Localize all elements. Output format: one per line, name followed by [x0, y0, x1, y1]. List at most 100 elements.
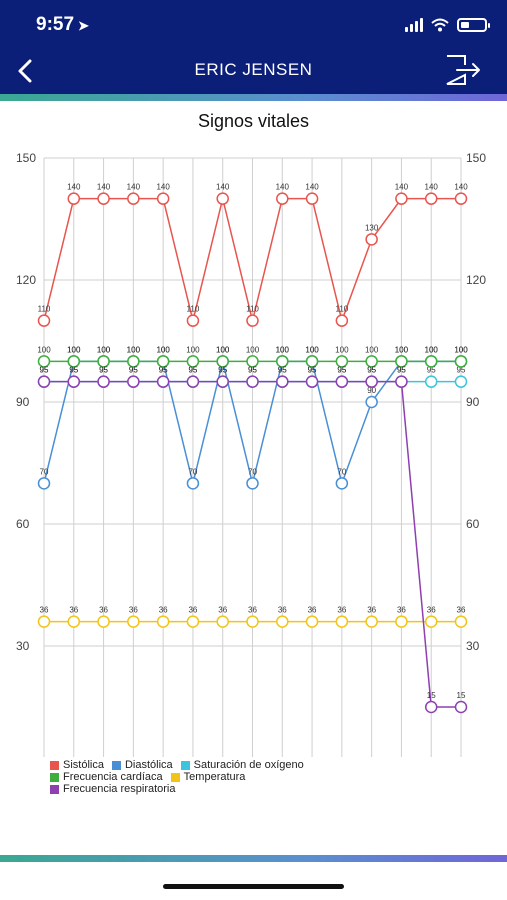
data-point: [454, 355, 468, 368]
data-label: 100: [425, 345, 439, 354]
data-label: 100: [156, 345, 170, 354]
data-label: 110: [38, 305, 51, 314]
vital-signs-chart: 30 30 60 60 90 90 120 120 150 150 110 140 140 140 140 1…: [16, 151, 486, 757]
data-point: [424, 700, 438, 714]
data-label: 100: [156, 345, 170, 354]
y-tick-label-right: 150: [466, 151, 486, 165]
data-point: [37, 355, 51, 368]
chart-legend: Sistólica Diastólica Saturación de oxígeno…: [50, 759, 304, 795]
data-label: 110: [187, 305, 200, 314]
data-label: 100: [186, 345, 200, 354]
data-point: [365, 615, 378, 628]
data-point: [365, 233, 378, 246]
data-point: [424, 375, 438, 388]
data-label: 36: [40, 606, 49, 615]
data-point: [305, 375, 319, 388]
data-point: [305, 192, 319, 205]
y-tick-label-right: 120: [466, 273, 486, 287]
data-point: [37, 615, 51, 628]
patient-name-title: ERIC JENSEN: [194, 60, 313, 79]
data-label: 95: [397, 366, 406, 375]
data-point: [156, 355, 170, 368]
data-label: 36: [457, 606, 466, 615]
header-gradient-divider: [0, 94, 507, 101]
data-label: 140: [97, 183, 111, 192]
data-label: 100: [67, 345, 81, 354]
data-label: 36: [69, 606, 78, 615]
data-point: [424, 192, 438, 205]
data-point: [97, 615, 110, 628]
data-point: [127, 192, 140, 205]
data-label: 140: [454, 183, 468, 192]
data-point: [37, 314, 51, 327]
data-point: [305, 615, 319, 628]
data-label: 110: [246, 305, 259, 314]
data-label: 95: [248, 366, 257, 375]
data-point: [186, 375, 200, 388]
data-point: [246, 615, 259, 628]
legend-label: Saturación de oxígeno: [193, 759, 304, 771]
data-point: [37, 477, 51, 490]
data-label: 36: [159, 606, 168, 615]
data-point: [276, 192, 289, 205]
data-label: 95: [188, 366, 197, 375]
data-point: [127, 615, 140, 628]
data-label: 100: [246, 345, 260, 354]
logout-button[interactable]: [445, 53, 483, 87]
data-label: 95: [69, 366, 78, 375]
data-label: 140: [395, 183, 409, 192]
legend-swatch: [50, 772, 59, 782]
data-point: [335, 314, 349, 327]
data-point: [156, 615, 170, 628]
legend-swatch: [180, 760, 190, 770]
y-tick-label-right: 30: [466, 639, 480, 653]
back-button[interactable]: [12, 55, 38, 87]
data-label: 36: [337, 606, 346, 615]
data-label: 36: [248, 606, 257, 615]
data-label: 70: [248, 467, 257, 476]
data-label: 95: [278, 366, 287, 375]
data-label: 140: [276, 183, 290, 192]
data-label: 95: [159, 366, 168, 375]
legend-swatch: [170, 772, 180, 782]
data-label: 100: [276, 345, 290, 354]
app-header: 9:57 ➤ ERIC JENSEN: [0, 0, 507, 94]
data-label: 100: [127, 345, 141, 354]
data-label: 100: [305, 345, 319, 354]
data-label: 36: [188, 606, 197, 615]
data-label: 95: [40, 366, 49, 375]
data-point: [276, 615, 289, 628]
legend-label: Frecuencia cardíaca: [63, 771, 163, 783]
data-label: 100: [454, 345, 468, 354]
data-point: [127, 355, 140, 368]
data-point: [395, 615, 408, 628]
data-point: [335, 615, 349, 628]
data-label: 140: [425, 183, 439, 192]
data-label: 70: [337, 467, 346, 476]
footer-gradient-divider: [0, 855, 507, 862]
data-point: [305, 355, 319, 368]
location-arrow-icon: ➤: [78, 18, 89, 33]
y-tick-label-left: 120: [16, 273, 36, 287]
data-label: 95: [457, 366, 466, 375]
legend-item: Diastólica: [111, 759, 173, 771]
data-label: 95: [337, 366, 346, 375]
data-label: 95: [129, 366, 138, 375]
data-label: 100: [395, 345, 409, 354]
data-point: [216, 375, 229, 388]
legend-swatch: [50, 760, 59, 770]
data-point: [186, 355, 200, 368]
legend-label: Diastólica: [124, 759, 173, 771]
data-point: [216, 355, 229, 368]
data-label: 15: [457, 691, 466, 700]
data-label: 100: [37, 345, 51, 354]
data-label: 100: [365, 345, 379, 354]
data-point: [246, 314, 259, 327]
data-label: 100: [216, 345, 230, 354]
data-label: 110: [335, 305, 348, 314]
data-label: 95: [159, 366, 168, 375]
data-label: 100: [97, 345, 111, 354]
data-point: [276, 375, 289, 388]
data-label: 15: [427, 691, 436, 700]
data-point: [97, 355, 110, 368]
